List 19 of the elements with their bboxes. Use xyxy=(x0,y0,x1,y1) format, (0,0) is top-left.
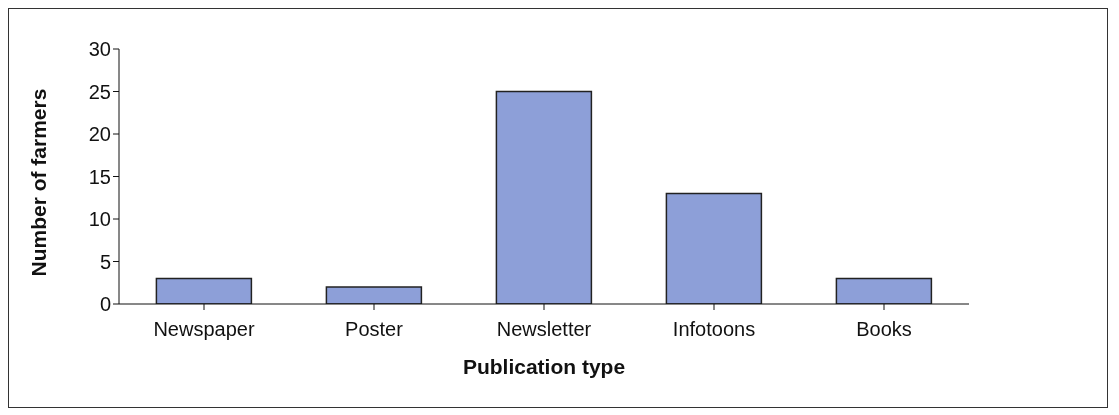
bar xyxy=(835,277,933,304)
x-tick-label: Books xyxy=(856,318,912,341)
x-tick-label: Infotoons xyxy=(672,318,756,341)
y-axis-title: Number of farmers xyxy=(27,88,51,277)
x-tick-label: Poster xyxy=(345,318,404,341)
y-tick-label: 25 xyxy=(88,80,111,103)
y-tick-label: 5 xyxy=(99,250,111,273)
bar xyxy=(665,192,763,304)
bar xyxy=(495,90,593,304)
y-tick-label: 30 xyxy=(88,38,111,61)
x-tick-label: Newspaper xyxy=(153,318,255,341)
y-tick-label: 20 xyxy=(88,123,111,146)
x-tick-label: Newsletter xyxy=(496,318,592,341)
bar xyxy=(155,277,253,304)
x-axis-title: Publication type xyxy=(462,355,626,378)
bar xyxy=(325,286,423,304)
y-tick-label: 15 xyxy=(88,165,111,188)
y-tick-label: 0 xyxy=(99,293,111,316)
y-tick-label: 10 xyxy=(88,208,111,231)
